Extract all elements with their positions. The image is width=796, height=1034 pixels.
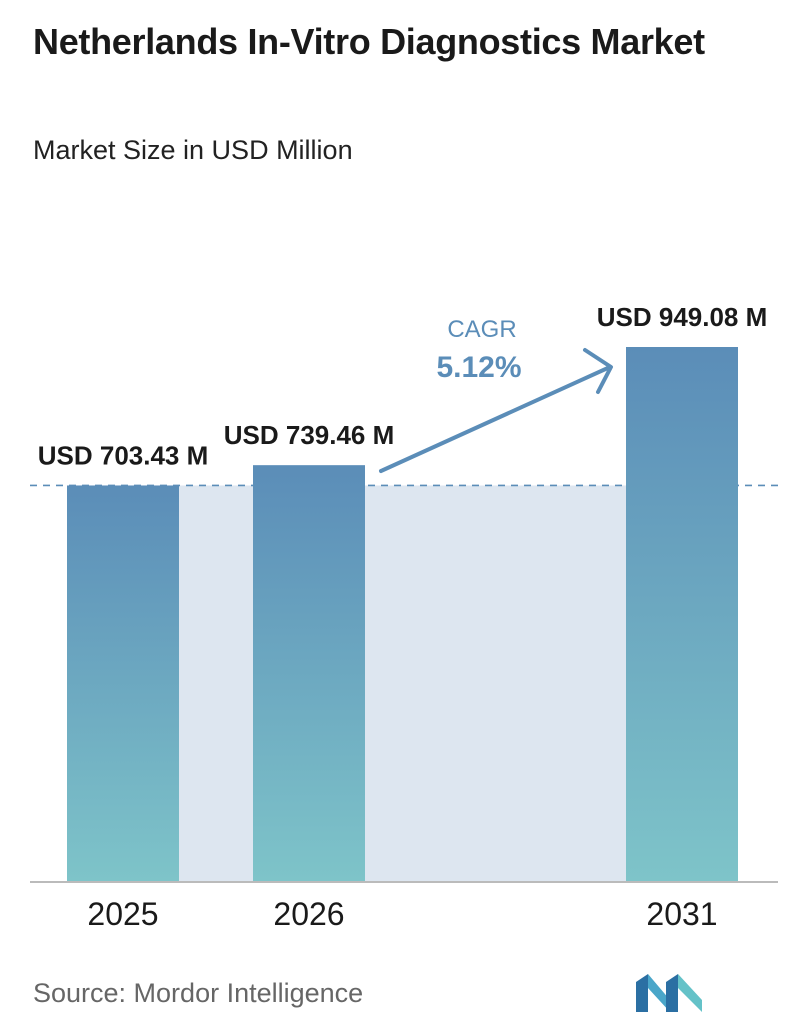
value-labels-group: USD 703.43 M USD 739.46 M USD 949.08 M <box>38 302 768 470</box>
chart-title: Netherlands In-Vitro Diagnostics Market <box>33 21 705 62</box>
chart-subtitle: Market Size in USD Million <box>33 135 353 165</box>
source-attribution: Source: Mordor Intelligence <box>33 978 364 1008</box>
cagr-arrow-icon <box>379 365 612 473</box>
cagr-arrowhead-icon <box>583 348 613 394</box>
category-label-2026: 2026 <box>273 896 344 932</box>
category-label-2031: 2031 <box>646 896 717 932</box>
bar-2026 <box>253 465 365 882</box>
bars-group <box>67 347 738 882</box>
category-label-2025: 2025 <box>87 896 158 932</box>
category-labels-group: 2025 2026 2031 <box>87 896 717 932</box>
value-label-2026: USD 739.46 M <box>224 420 395 450</box>
mordor-intelligence-logo-icon <box>636 974 702 1012</box>
bar-2031 <box>626 347 738 882</box>
cagr-value: 5.12% <box>436 351 521 384</box>
cagr-annotation: CAGR 5.12% <box>379 316 613 473</box>
bar-2025 <box>67 485 179 882</box>
value-label-2031: USD 949.08 M <box>597 302 768 332</box>
cagr-label: CAGR <box>447 316 516 343</box>
value-label-2025: USD 703.43 M <box>38 440 209 470</box>
